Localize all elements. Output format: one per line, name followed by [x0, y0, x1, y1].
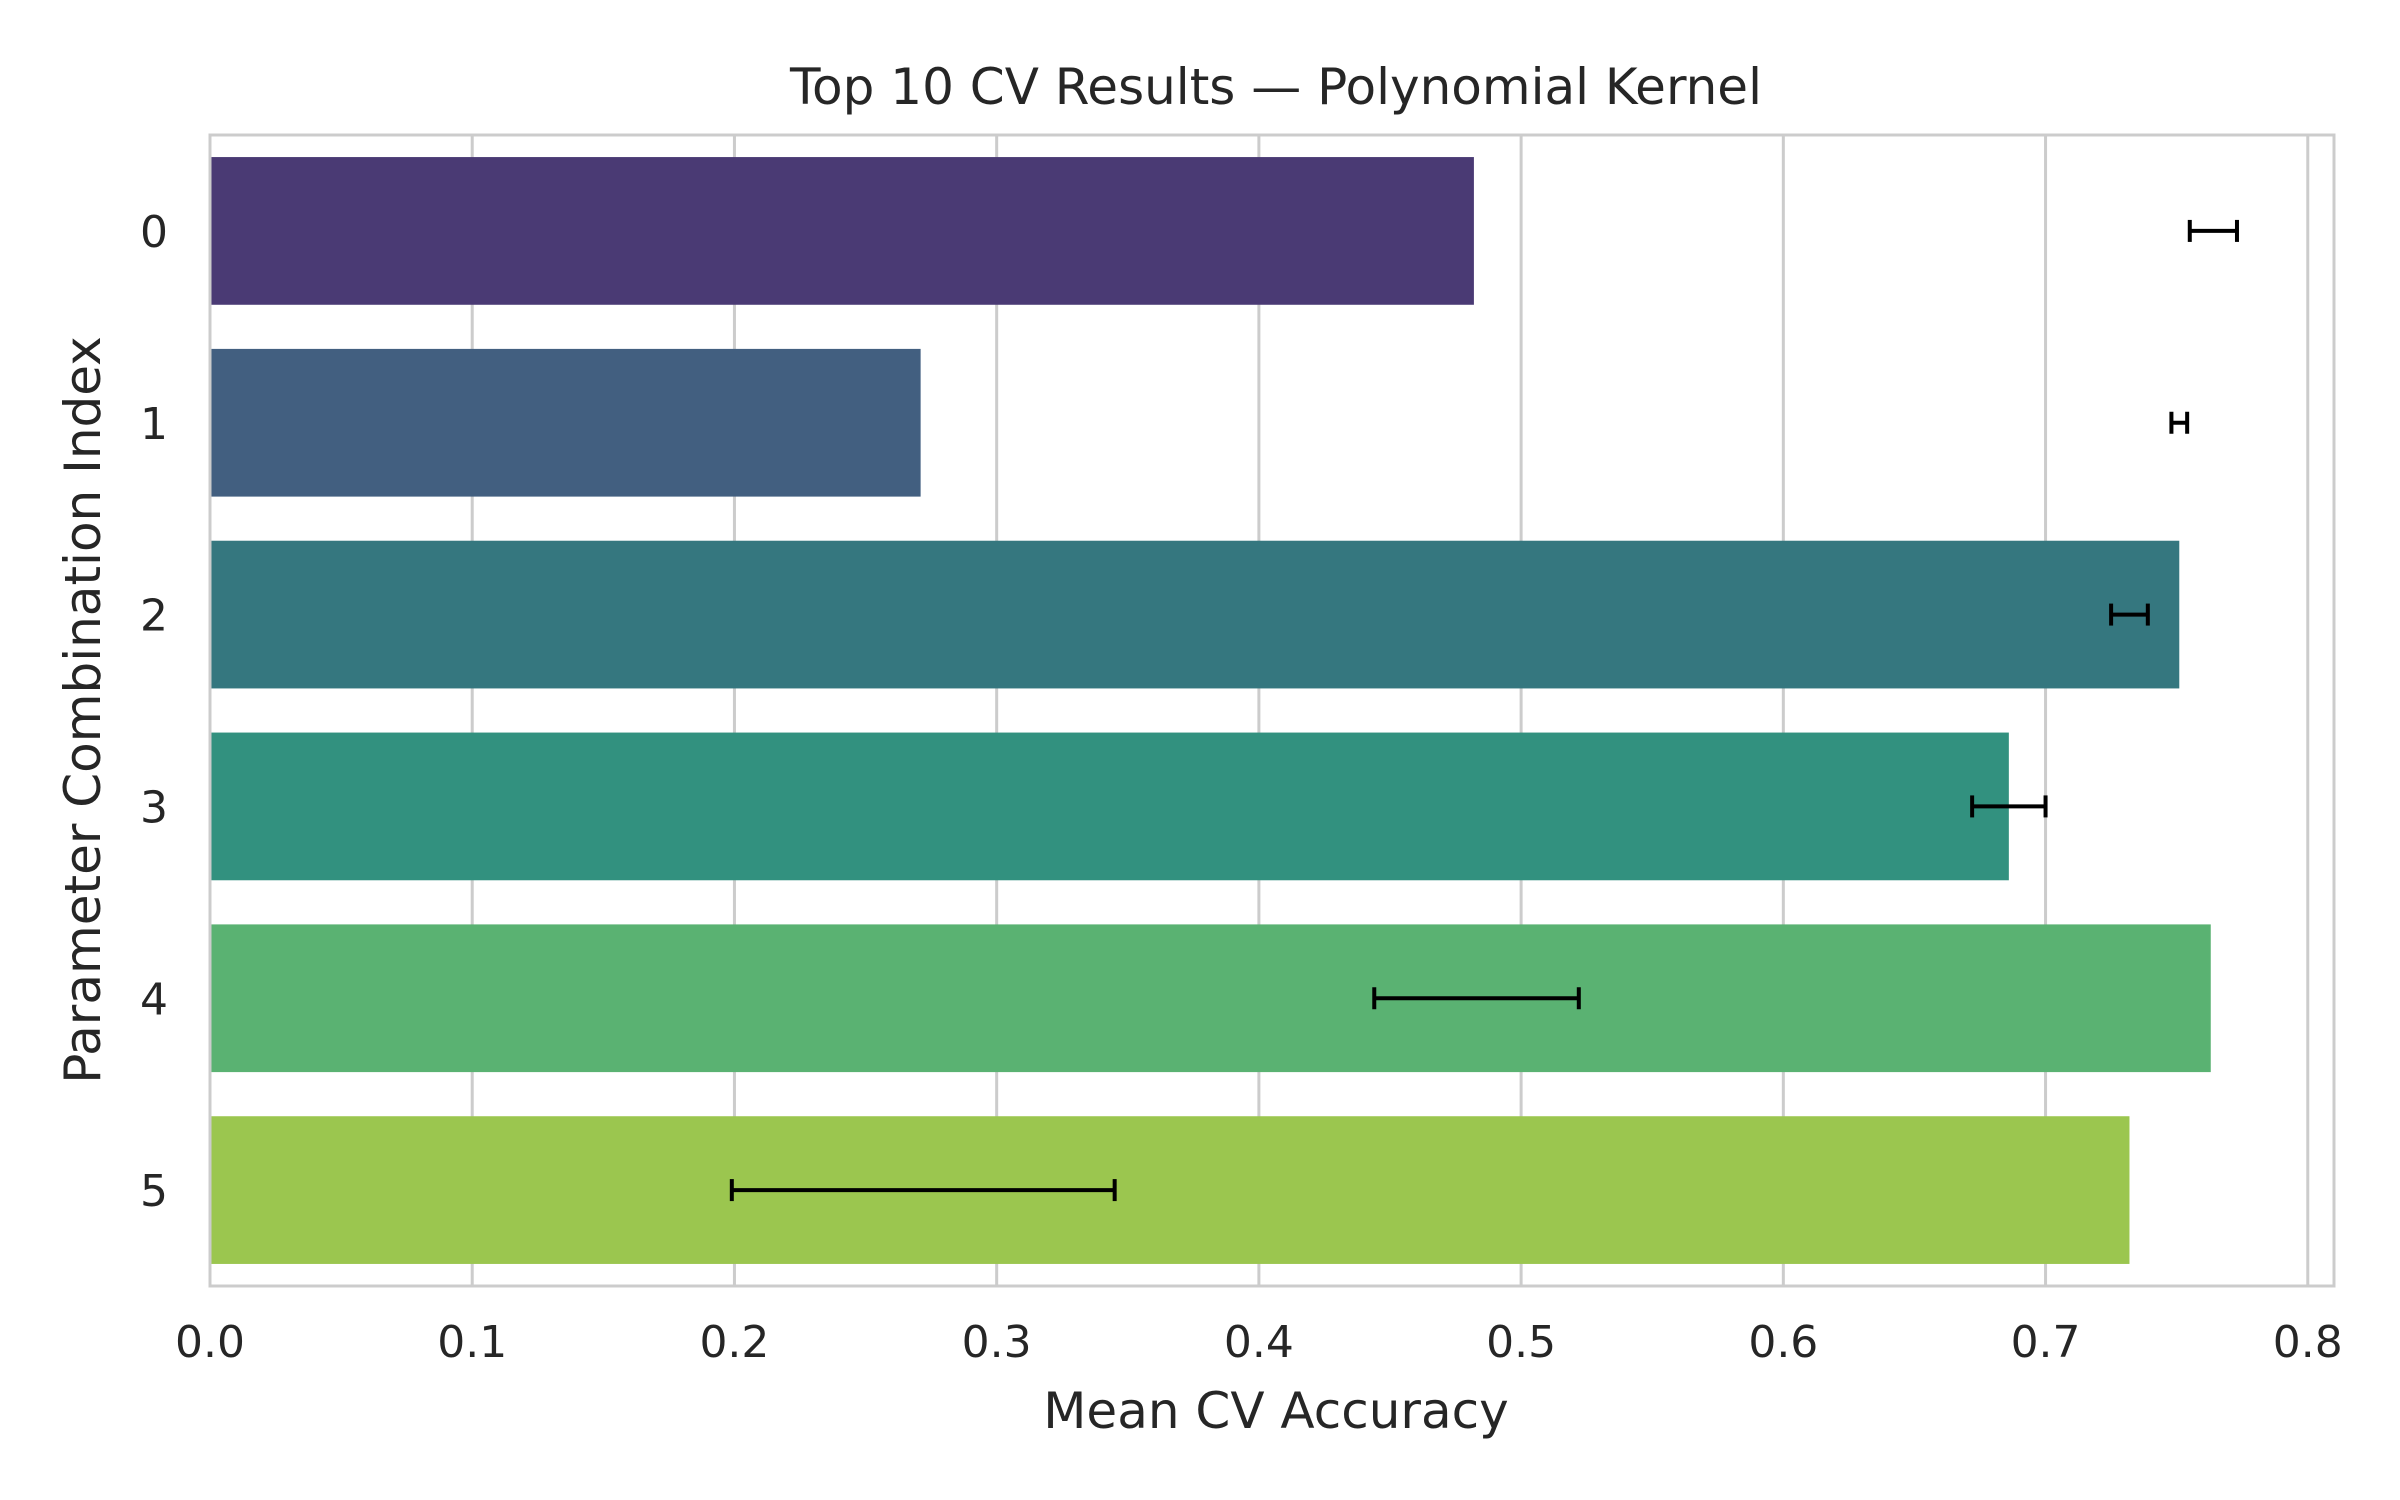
y-tick-label: 5 — [140, 1166, 168, 1217]
x-tick-label: 0.7 — [2011, 1317, 2081, 1368]
y-axis-title: Parameter Combination Index — [54, 336, 112, 1084]
bar-1 — [210, 348, 921, 497]
bar-4 — [210, 924, 2211, 1073]
chart-title: Top 10 CV Results — Polynomial Kernel — [789, 58, 1762, 116]
x-tick-label: 0.0 — [175, 1317, 245, 1368]
x-tick-label: 0.2 — [699, 1317, 769, 1368]
x-tick-label: 0.1 — [437, 1317, 507, 1368]
bar-2 — [210, 540, 2180, 689]
x-tick-label: 0.6 — [1748, 1317, 1818, 1368]
bar-0 — [210, 157, 1474, 305]
y-tick-label: 0 — [140, 207, 168, 258]
y-tick-label: 3 — [140, 782, 168, 833]
bars — [210, 157, 2211, 1264]
plot-frame — [208, 133, 2336, 1288]
bar-5 — [210, 1116, 2130, 1264]
y-tick-label: 2 — [140, 591, 168, 642]
x-axis-ticks: 0.0 0.1 0.2 0.3 0.4 0.5 0.6 0.7 0.8 — [175, 1317, 2343, 1368]
x-tick-label: 0.3 — [962, 1317, 1032, 1368]
x-tick-label: 0.4 — [1224, 1317, 1294, 1368]
bar-3 — [210, 732, 2009, 881]
x-tick-label: 0.8 — [2273, 1317, 2343, 1368]
y-tick-label: 1 — [140, 399, 168, 450]
x-axis-title: Mean CV Accuracy — [1043, 1382, 1508, 1440]
y-tick-label: 4 — [140, 974, 168, 1025]
error-bars — [729, 219, 2239, 1202]
x-tick-label: 0.5 — [1486, 1317, 1556, 1368]
y-axis-ticks: 0 1 2 3 4 5 — [140, 207, 168, 1217]
